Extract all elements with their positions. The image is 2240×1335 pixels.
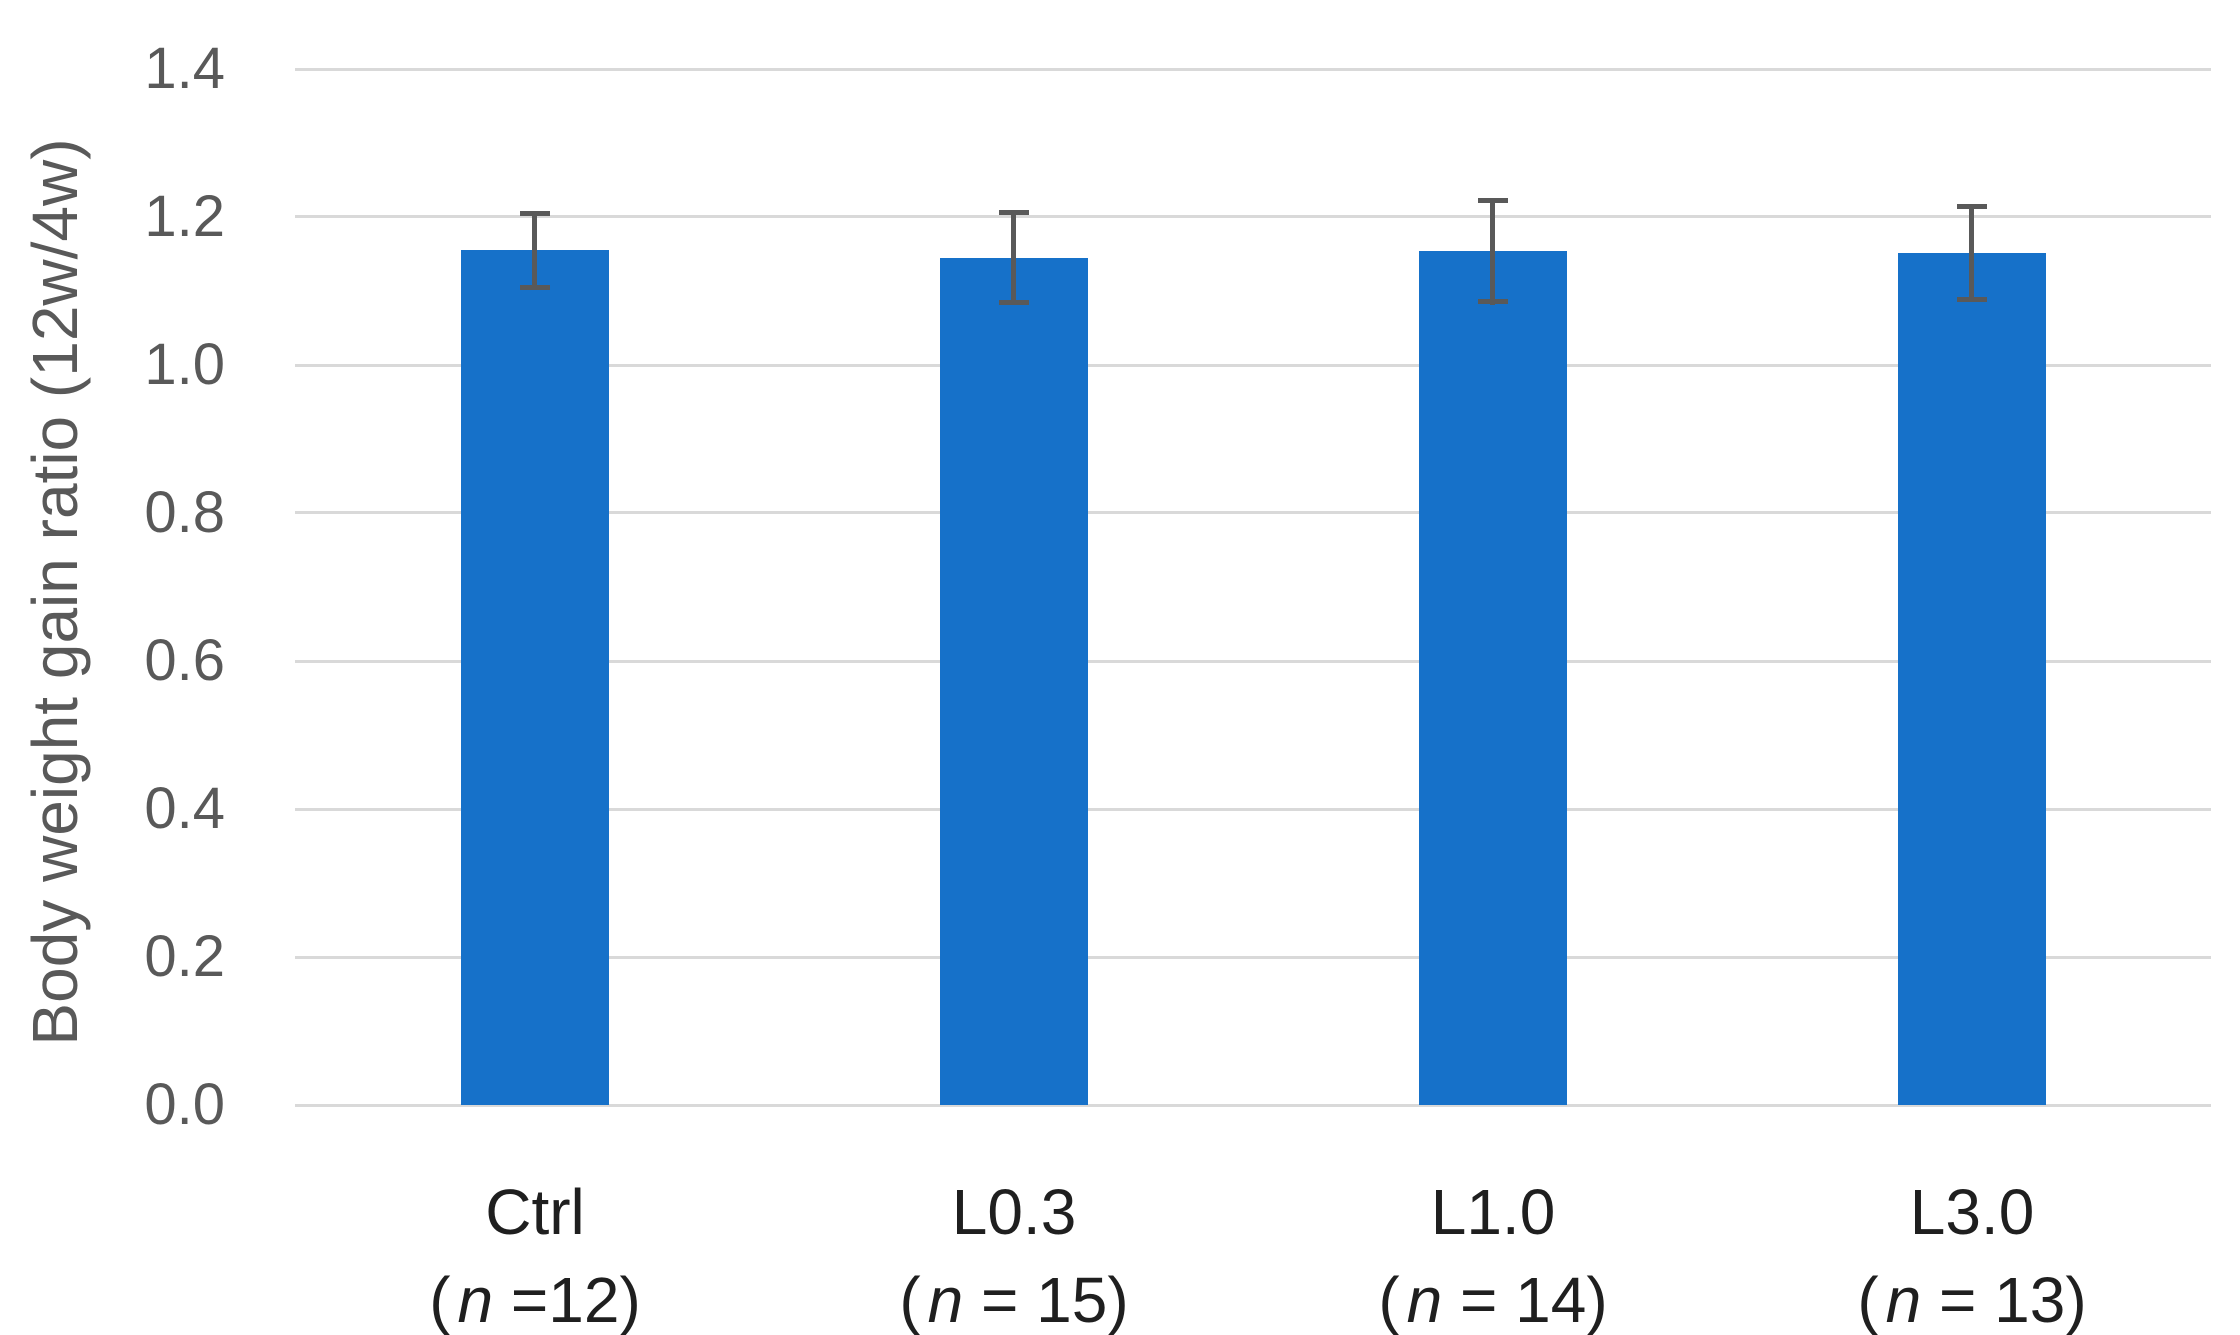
gridline (295, 956, 2211, 959)
y-tick-label: 0.6 (144, 628, 225, 693)
error-bar-top-cap (1957, 204, 1987, 209)
error-bar-bottom-cap (1957, 297, 1987, 302)
y-tick-label: 1.0 (144, 332, 225, 397)
gridline (295, 215, 2211, 218)
n-count-text: ( (1378, 1264, 1400, 1335)
gridline (295, 808, 2211, 811)
n-symbol: n (1406, 1264, 1443, 1335)
x-category-label: L1.0 (n = 14) (1273, 1168, 1713, 1335)
gridline (295, 511, 2211, 514)
y-tick-label: 0.8 (144, 480, 225, 545)
x-category-label: L0.3 (n = 15) (794, 1168, 1234, 1335)
y-tick-label: 0.2 (144, 924, 225, 989)
y-tick-label: 1.4 (144, 36, 225, 101)
x-category-n-count: (n = 15) (794, 1256, 1234, 1335)
error-bar (532, 211, 537, 289)
y-axis-title: Body weight gain ratio (12w/4w) (19, 138, 91, 1046)
x-category-n-count: (n = 14) (1273, 1256, 1713, 1335)
error-bar-top-cap (520, 211, 550, 216)
n-count-text: ( (1857, 1264, 1879, 1335)
error-bar-bottom-cap (520, 285, 550, 290)
x-category-label: L3.0 (n = 13) (1752, 1168, 2192, 1335)
n-count-text: = 13) (1921, 1264, 2087, 1335)
n-count-text: = 15) (963, 1264, 1129, 1335)
x-category-name: L1.0 (1430, 1176, 1556, 1248)
x-category-n-count: (n =12) (315, 1256, 755, 1335)
y-tick-label: 0.0 (144, 1072, 225, 1137)
error-bar-top-cap (1478, 198, 1508, 203)
x-category-name: L3.0 (1909, 1176, 2035, 1248)
error-bar-bottom-cap (999, 300, 1029, 305)
bar (1898, 253, 2046, 1105)
gridline (295, 1104, 2211, 1107)
n-count-text: ( (899, 1264, 921, 1335)
y-tick-label: 1.2 (144, 184, 225, 249)
n-symbol: n (1885, 1264, 1922, 1335)
x-category-n-count: (n = 13) (1752, 1256, 2192, 1335)
n-symbol: n (927, 1264, 964, 1335)
gridline (295, 364, 2211, 367)
n-count-text: ( (429, 1264, 451, 1335)
bar (940, 258, 1088, 1105)
error-bar-bottom-cap (1478, 299, 1508, 304)
error-bar (1011, 210, 1016, 305)
error-bar (1969, 204, 1974, 302)
n-count-text: = 14) (1442, 1264, 1608, 1335)
error-bar (1490, 198, 1495, 305)
bar (461, 250, 609, 1105)
bar (1419, 251, 1567, 1105)
y-tick-label: 0.4 (144, 776, 225, 841)
gridline (295, 660, 2211, 663)
x-category-label: Ctrl (n =12) (315, 1168, 755, 1335)
error-bar-top-cap (999, 210, 1029, 215)
n-symbol: n (457, 1264, 494, 1335)
n-count-text: =12) (493, 1264, 641, 1335)
gridline (295, 68, 2211, 71)
x-category-name: L0.3 (951, 1176, 1077, 1248)
x-category-name: Ctrl (485, 1176, 585, 1248)
